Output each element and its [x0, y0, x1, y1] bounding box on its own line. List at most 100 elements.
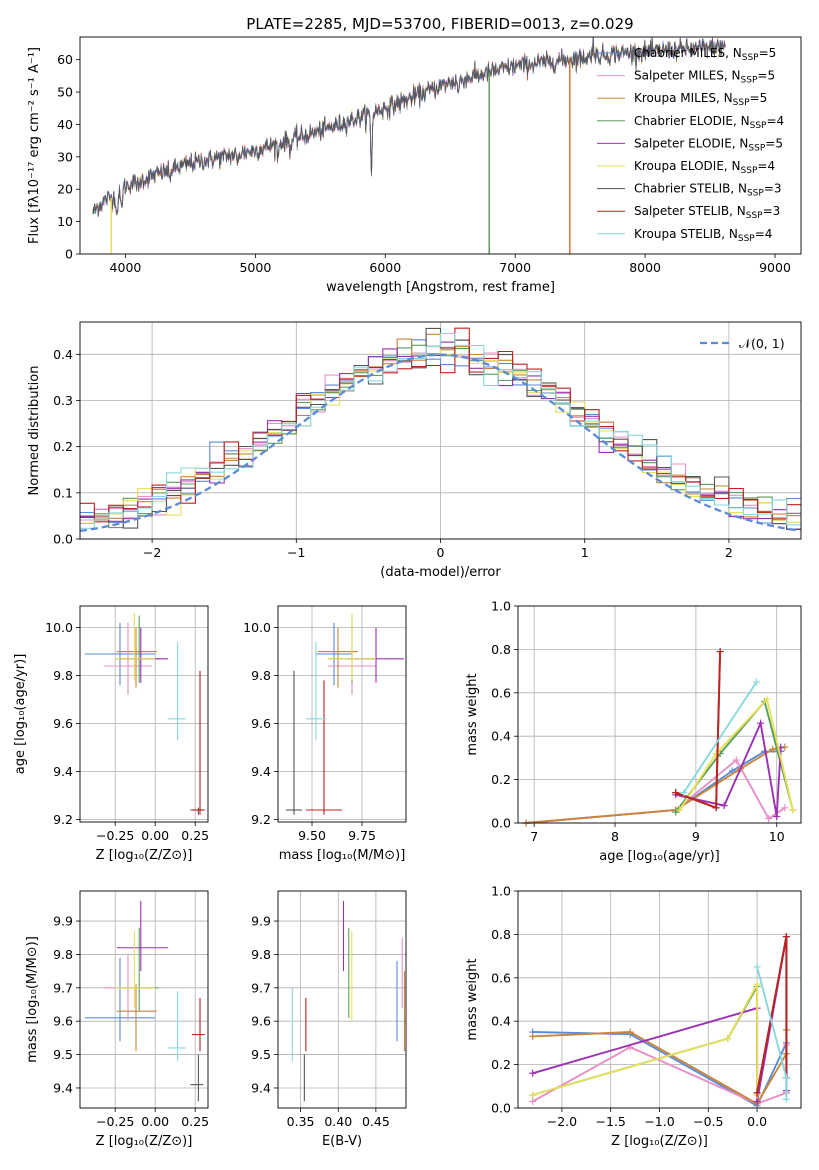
x-tick-label: 9.50	[298, 828, 326, 843]
legend-label-suffix: =3	[763, 204, 781, 218]
axes-age-vs-Z: −0.25 0.00 0.25 9.2 9.4 9.6 9.8 10.0 Z [log₁₀(Z/…	[13, 605, 209, 863]
legend-label-text: Kroupa ELODIE, N	[634, 159, 741, 173]
model-line-chabrier-elodie	[92, 37, 726, 216]
model-line-salpeter-stelib	[92, 37, 726, 215]
x-tick-label: 0.25	[181, 828, 209, 843]
y-tick-label: 9.9	[251, 914, 271, 929]
y-tick-label: 9.2	[251, 812, 271, 827]
y-tick-label: 9.4	[251, 1080, 271, 1095]
x-tick-label: 0.25	[181, 1114, 209, 1129]
weight-point	[782, 1074, 790, 1082]
y-tick-label: 10	[57, 214, 73, 229]
y-tick-label: 9.6	[53, 716, 73, 731]
spectrum-lines	[92, 37, 726, 254]
x-tick-label: −1.0	[644, 1114, 674, 1129]
weight-point	[753, 1089, 761, 1097]
weight-point	[720, 802, 728, 810]
model-line-kroupa-elodie	[92, 37, 726, 218]
y-tick-label: 9.8	[53, 668, 73, 683]
weight-line	[526, 758, 786, 824]
y-tick-label: 9.4	[53, 764, 73, 779]
weight-series-salpeter-miles	[522, 756, 789, 827]
model-line-salpeter-miles	[94, 37, 726, 217]
x-tick-label: 1	[581, 545, 589, 560]
legend-label-sub: SSP	[738, 234, 755, 244]
x-axis-label: E(B-V)	[322, 1134, 362, 1149]
weight-point	[672, 808, 680, 816]
weight-line	[675, 719, 782, 817]
errorbar-chabrier-stelib	[190, 807, 204, 815]
weight-point	[782, 933, 790, 941]
x-tick-label: 9.75	[348, 828, 376, 843]
legend-label-sub: SSP	[750, 121, 767, 131]
axes-frame	[517, 605, 802, 824]
errorbar-chabrier-stelib	[286, 670, 302, 815]
axes-frame	[277, 890, 407, 1109]
axes-age-vs-mass: 9.50 9.75 9.2 9.4 9.6 9.8 10.0 mass [log₁₀(M/M⊙…	[243, 605, 407, 863]
weight-point	[769, 745, 777, 753]
axes-mass-vs-ebv: 0.35 0.40 0.45 9.4 9.5 9.6 9.7 9.8 9.9 E(B-V)	[251, 890, 407, 1149]
weight-series-salpeter-elodie	[672, 719, 785, 820]
y-tick-label: 9.7	[53, 980, 73, 995]
errorbar-chabrier-miles	[84, 622, 156, 686]
weight-point	[716, 648, 724, 656]
x-tick-label: −2	[143, 545, 161, 560]
errorbar-chabrier-miles	[316, 622, 352, 686]
x-tick-label: 0.35	[287, 1114, 315, 1129]
weight-line	[532, 983, 759, 1096]
axes-spectrum: 4000 5000 6000 7000 8000 9000 0 10 20 30 40 50 60 wav…	[27, 36, 802, 295]
errorbar-kroupa-miles	[116, 984, 157, 1052]
weight-point	[529, 1091, 537, 1099]
histogram-kroupa-stelib	[80, 332, 801, 529]
y-tick-label: 9.4	[251, 764, 271, 779]
legend-label-suffix: =5	[750, 91, 768, 105]
weight-point	[680, 789, 688, 797]
y-tick-label: 0.3	[53, 393, 73, 408]
x-tick-label: 0.00	[141, 1114, 169, 1129]
x-axis-label: wavelength [Angstrom, rest frame]	[326, 280, 555, 295]
errorbars	[84, 901, 205, 1102]
model-line-kroupa-miles	[94, 37, 726, 217]
errorbar-chabrier-stelib	[190, 1054, 204, 1102]
weight-point	[529, 1097, 537, 1105]
errorbar-salpeter-stelib	[192, 670, 205, 815]
errorbar-kroupa-stelib	[168, 642, 186, 741]
legend-label-text: Chabrier STELIB, N	[634, 182, 747, 196]
observed-spectrum-line	[92, 37, 726, 217]
x-tick-label: −2.0	[547, 1114, 577, 1129]
y-tick-label: 9.7	[251, 980, 271, 995]
y-tick-label: 0.0	[53, 532, 73, 547]
weight-lines	[522, 648, 797, 827]
x-tick-label: 6000	[369, 260, 401, 275]
legend-label: Chabrier ELODIE, NSSP=4	[634, 114, 784, 131]
weight-line	[683, 681, 758, 794]
y-tick-label: 0.8	[491, 642, 511, 657]
y-tick-label: 40	[57, 117, 73, 132]
y-tick-label: 9.8	[251, 947, 271, 962]
legend-label: Salpeter STELIB, NSSP=3	[634, 204, 780, 221]
x-tick-label: −0.25	[96, 1114, 134, 1129]
figure-title: PLATE=2285, MJD=53700, FIBERID=0013, z=0…	[246, 15, 633, 33]
y-tick-label: 0.6	[491, 970, 511, 985]
weight-line	[678, 697, 794, 811]
errorbar-kroupa-miles	[318, 627, 358, 688]
y-tick-label: 0.4	[491, 1014, 511, 1029]
y-tick-label: 9.8	[251, 668, 271, 683]
y-tick-label: 50	[57, 85, 73, 100]
errorbar-kroupa-stelib	[306, 642, 326, 741]
legend-label-sub: SSP	[741, 166, 758, 176]
y-tick-label: 10.0	[45, 620, 73, 635]
weight-series-kroupa-stelib	[753, 963, 790, 1103]
x-tick-label: 4000	[110, 260, 142, 275]
model-line-chabrier-miles	[94, 37, 726, 217]
weight-point	[781, 804, 789, 812]
weight-point	[753, 678, 761, 686]
x-axis-label: age [log₁₀(age/yr)]	[599, 849, 720, 864]
legend-label: Salpeter MILES, NSSP=5	[634, 69, 775, 86]
x-tick-label: −1.5	[596, 1114, 626, 1129]
errorbar-salpeter-elodie	[116, 901, 168, 972]
weight-point	[765, 815, 773, 823]
weight-point	[672, 789, 680, 797]
legend-label-suffix: =4	[755, 227, 773, 241]
